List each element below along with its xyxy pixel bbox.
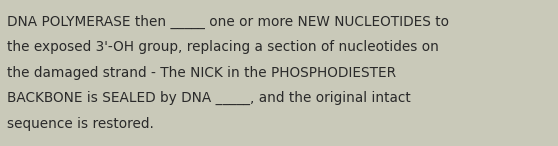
Text: the exposed 3'-OH group, replacing a section of nucleotides on: the exposed 3'-OH group, replacing a sec… xyxy=(7,40,439,54)
Text: DNA POLYMERASE then _____ one or more NEW NUCLEOTIDES to: DNA POLYMERASE then _____ one or more NE… xyxy=(7,15,449,29)
Text: sequence is restored.: sequence is restored. xyxy=(7,117,154,131)
Text: BACKBONE is SEALED by DNA _____, and the original intact: BACKBONE is SEALED by DNA _____, and the… xyxy=(7,91,411,105)
Text: the damaged strand - The NICK in the PHOSPHODIESTER: the damaged strand - The NICK in the PHO… xyxy=(7,66,396,80)
